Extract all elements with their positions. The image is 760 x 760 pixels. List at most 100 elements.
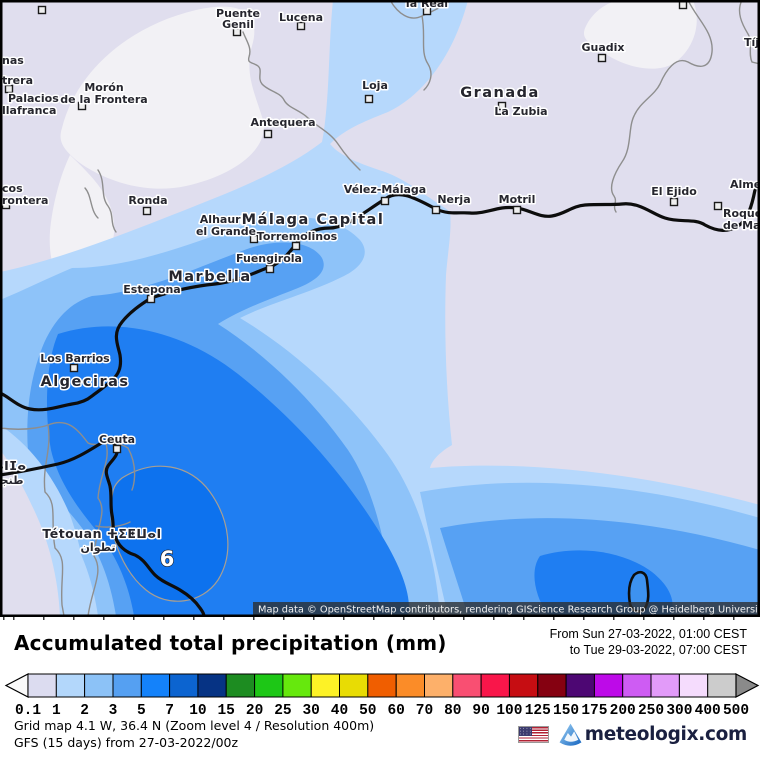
scale-segment	[197, 673, 227, 698]
scale-segment	[678, 673, 709, 698]
city-label: Loja	[362, 79, 388, 92]
scale-segment	[622, 673, 652, 698]
scale-tick: 80	[444, 703, 461, 719]
scale-segment	[254, 673, 284, 698]
city-label: la Real	[406, 0, 448, 10]
scale-segment	[339, 673, 369, 698]
scale-segment	[140, 673, 171, 698]
meteologix-logo[interactable]: meteologix.com	[558, 722, 747, 747]
city-label: Torremolinos	[257, 230, 338, 243]
us-flag-icon[interactable]	[517, 726, 549, 743]
city-label: Puente	[216, 7, 260, 20]
city-marker	[497, 101, 507, 111]
city-label: Genil	[222, 18, 254, 31]
city-label: Alhaurín	[200, 213, 252, 226]
city-marker	[263, 129, 273, 139]
city-label: El Ejido	[651, 185, 697, 198]
city-marker	[669, 197, 679, 207]
city-marker	[4, 84, 14, 94]
city-marker	[69, 363, 79, 373]
scale-segment	[310, 673, 341, 698]
city-marker	[146, 294, 156, 304]
scale-segment	[480, 673, 511, 698]
city-label: de la Frontera	[60, 93, 147, 106]
weather-map[interactable]: Puente Genil Lucena la Real nas trera Pa…	[0, 0, 760, 618]
city-marker	[512, 205, 522, 215]
city-marker	[431, 205, 441, 215]
brand-area: meteologix.com	[517, 722, 747, 747]
scale-tick: 400	[695, 703, 721, 719]
road-ceuta-tetouan	[0, 439, 206, 618]
color-scale: 0.1 1 2 3 5 7 10 15 20 25 30 40 50 60 70…	[4, 673, 760, 719]
city-marker	[713, 201, 723, 211]
city-label: Málaga Capital	[242, 212, 385, 228]
scale-segment	[169, 673, 199, 698]
city-label: ⵟⴰⵏⵊⴰ	[0, 458, 27, 473]
city-marker	[265, 264, 275, 274]
city-label: Tétouan ⵜⵉⵟⵡⴰⵏ	[42, 526, 161, 541]
city-label: Tíjola	[744, 36, 760, 49]
scale-arrow-left	[4, 673, 29, 698]
period-to: to Tue 29-03-2022, 07:00 CEST	[569, 643, 747, 657]
scale-arrow-right	[735, 673, 760, 698]
city-label: Vélez-Málaga	[344, 183, 426, 196]
scale-segment	[537, 673, 567, 698]
scale-tick: 1	[52, 703, 61, 719]
scale-tick: 5	[137, 703, 146, 719]
grid-map-info: Grid map 4.1 W, 36.4 N (Zoom level 4 / R…	[14, 718, 375, 733]
scale-segment	[55, 673, 86, 698]
city-markers	[1, 0, 723, 454]
scale-tick: 250	[638, 703, 664, 719]
scale-segment	[650, 673, 680, 698]
city-label: Guadix	[581, 41, 624, 54]
scale-segment	[225, 673, 256, 698]
city-label: nas	[2, 54, 24, 67]
city-label: Antequera	[250, 116, 315, 129]
scale-tick: 175	[581, 703, 607, 719]
city-label: Nerja	[437, 193, 470, 206]
city-label: cos	[2, 182, 23, 195]
city-labels: Puente Genil Lucena la Real nas trera Pa…	[0, 0, 760, 572]
city-label: Roquetas	[723, 207, 760, 220]
city-marker	[37, 5, 47, 15]
city-label: de Mar	[723, 219, 760, 232]
forecast-period: From Sun 27-03-2022, 01:00 CEST to Tue 2…	[550, 626, 747, 658]
scale-tick: 2	[80, 703, 89, 719]
scale-tick: 50	[359, 703, 376, 719]
city-marker	[380, 196, 390, 206]
scale-tick: 200	[610, 703, 636, 719]
city-label: Algeciras	[40, 374, 129, 390]
city-marker	[112, 444, 122, 454]
city-marker	[296, 21, 306, 31]
city-marker	[364, 94, 374, 104]
city-marker	[422, 6, 432, 16]
scale-segment	[452, 673, 482, 698]
city-label: Los Barrios	[40, 352, 110, 365]
precip-value-annotation: 6	[160, 547, 175, 571]
city-label: Marbella	[168, 269, 251, 285]
city-label: Granada	[460, 85, 540, 101]
brand-name: meteologix.com	[584, 724, 748, 745]
scale-segment	[367, 673, 397, 698]
zone-dry-west	[60, 6, 264, 189]
city-marker	[249, 234, 259, 244]
city-label: Motril	[499, 193, 536, 206]
scale-segment	[282, 673, 312, 698]
scale-segments	[27, 673, 737, 698]
scale-tick: 30	[302, 703, 319, 719]
flag-canton	[518, 727, 532, 736]
attribution-bar	[253, 602, 760, 616]
city-marker	[597, 53, 607, 63]
city-marker	[142, 206, 152, 216]
scale-tick: 7	[165, 703, 174, 719]
scale-tick: 125	[525, 703, 551, 719]
city-label: Ronda	[128, 194, 167, 207]
map-frame	[0, 0, 760, 617]
model-info: Grid map 4.1 W, 36.4 N (Zoom level 4 / R…	[14, 717, 374, 751]
city-label: Lucena	[279, 11, 323, 24]
scale-tick: 15	[217, 703, 234, 719]
city-label: Palacios	[8, 92, 59, 105]
city-label: Almería	[730, 178, 760, 191]
road-costa-del-sol	[149, 188, 757, 300]
scale-tick: 25	[274, 703, 291, 719]
